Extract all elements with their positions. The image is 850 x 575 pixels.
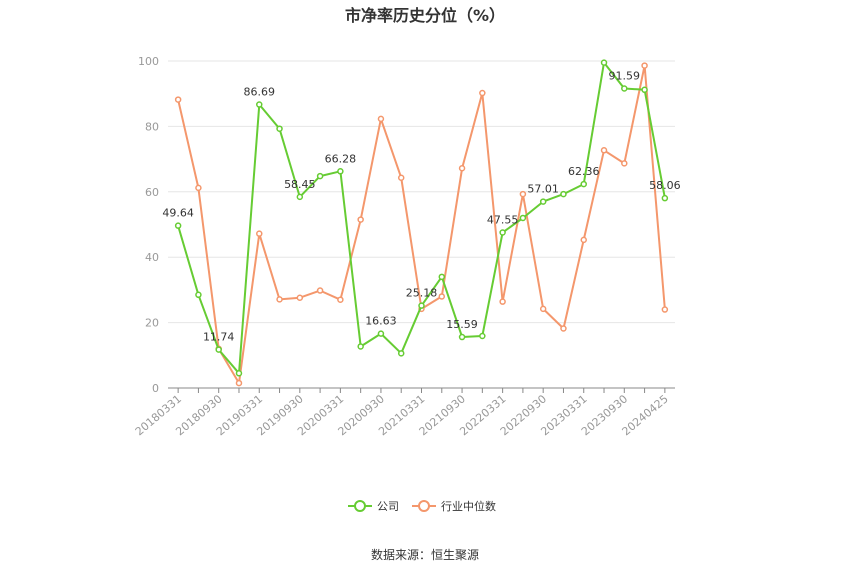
data-label: 57.01 — [527, 183, 559, 196]
data-point[interactable] — [519, 214, 527, 222]
grid-lines — [168, 60, 675, 324]
data-point[interactable] — [235, 379, 243, 387]
data-point[interactable] — [458, 165, 466, 172]
series-line — [177, 61, 666, 375]
data-point[interactable] — [215, 346, 222, 353]
legend-marker — [418, 500, 430, 512]
data-label: 49.64 — [162, 207, 194, 220]
data-point[interactable] — [418, 302, 425, 309]
data-point[interactable] — [337, 168, 344, 175]
data-point[interactable] — [499, 298, 506, 305]
data-label: 58.06 — [649, 179, 681, 192]
data-point[interactable] — [580, 180, 587, 188]
data-point[interactable] — [195, 291, 202, 299]
y-tick-label: 100 — [138, 55, 159, 68]
data-label: 25.18 — [406, 287, 438, 300]
data-point[interactable] — [438, 293, 446, 300]
y-tick-label: 80 — [145, 120, 159, 133]
data-point[interactable] — [256, 230, 263, 237]
legend-marker — [354, 500, 366, 512]
data-label: 91.59 — [609, 70, 641, 83]
chart-title: 市净率历史分位（%） — [345, 6, 505, 25]
data-point[interactable] — [276, 125, 283, 132]
data-point[interactable] — [438, 273, 446, 281]
x-tick-labels: 2018033120180930201903312019093020200331… — [133, 392, 671, 438]
data-point[interactable] — [661, 306, 669, 313]
data-point[interactable] — [499, 229, 506, 236]
data-label: 15.59 — [446, 318, 478, 331]
data-point[interactable] — [296, 294, 304, 301]
data-point[interactable] — [397, 350, 405, 357]
data-point[interactable] — [195, 184, 202, 192]
legend-item-0[interactable]: 公司 — [348, 500, 399, 513]
data-point[interactable] — [621, 85, 628, 92]
data-point[interactable] — [560, 190, 567, 198]
data-point[interactable] — [174, 96, 182, 103]
data-point[interactable] — [357, 343, 364, 350]
data-point[interactable] — [661, 194, 669, 202]
data-label: 58.45 — [284, 178, 316, 191]
data-point[interactable] — [357, 216, 364, 223]
legend-label: 行业中位数 — [441, 499, 496, 513]
y-tick-label: 0 — [152, 382, 159, 395]
data-point[interactable] — [337, 296, 344, 303]
data-label: 47.55 — [487, 214, 519, 227]
data-label: 62.36 — [568, 165, 600, 178]
data-label: 11.74 — [203, 331, 235, 344]
data-point[interactable] — [641, 86, 648, 94]
series-layer — [174, 59, 669, 387]
data-point[interactable] — [519, 190, 527, 198]
data-point[interactable] — [600, 59, 608, 66]
data-point[interactable] — [377, 330, 385, 337]
data-point[interactable] — [560, 325, 567, 332]
data-point[interactable] — [539, 198, 547, 205]
series-0 — [174, 59, 669, 377]
data-point[interactable] — [641, 62, 648, 69]
data-point[interactable] — [377, 115, 385, 123]
data-point[interactable] — [296, 193, 304, 201]
legend[interactable]: 公司 行业中位数 — [348, 499, 496, 513]
y-tick-label: 60 — [145, 186, 159, 199]
x-axis — [168, 387, 675, 393]
data-point[interactable] — [256, 101, 263, 108]
y-tick-label: 40 — [145, 251, 159, 264]
data-point[interactable] — [316, 287, 324, 294]
data-point[interactable] — [539, 305, 547, 313]
data-point[interactable] — [397, 174, 405, 181]
data-point[interactable] — [316, 172, 324, 180]
data-label: 86.69 — [244, 86, 276, 99]
data-point[interactable] — [479, 89, 486, 97]
source-note: 数据来源：恒生聚源 — [371, 547, 479, 562]
data-point[interactable] — [580, 236, 587, 244]
y-tick-label: 20 — [145, 317, 159, 330]
legend-item-1[interactable]: 行业中位数 — [412, 499, 496, 513]
data-point[interactable] — [479, 332, 486, 340]
y-axis: 0 20 40 60 80 100 — [138, 55, 159, 395]
data-point[interactable] — [621, 160, 628, 167]
data-point[interactable] — [600, 147, 608, 154]
data-point[interactable] — [276, 296, 283, 303]
data-label: 16.63 — [365, 315, 397, 328]
data-point[interactable] — [174, 222, 182, 229]
data-label: 66.28 — [325, 152, 357, 165]
series-1 — [174, 62, 669, 387]
data-point[interactable] — [458, 333, 466, 341]
legend-label: 公司 — [377, 500, 399, 513]
data-labels: 49.64 11.74 86.69 58.45 66.28 16.63 25.18 15.59… — [162, 70, 680, 344]
data-point[interactable] — [235, 370, 243, 377]
